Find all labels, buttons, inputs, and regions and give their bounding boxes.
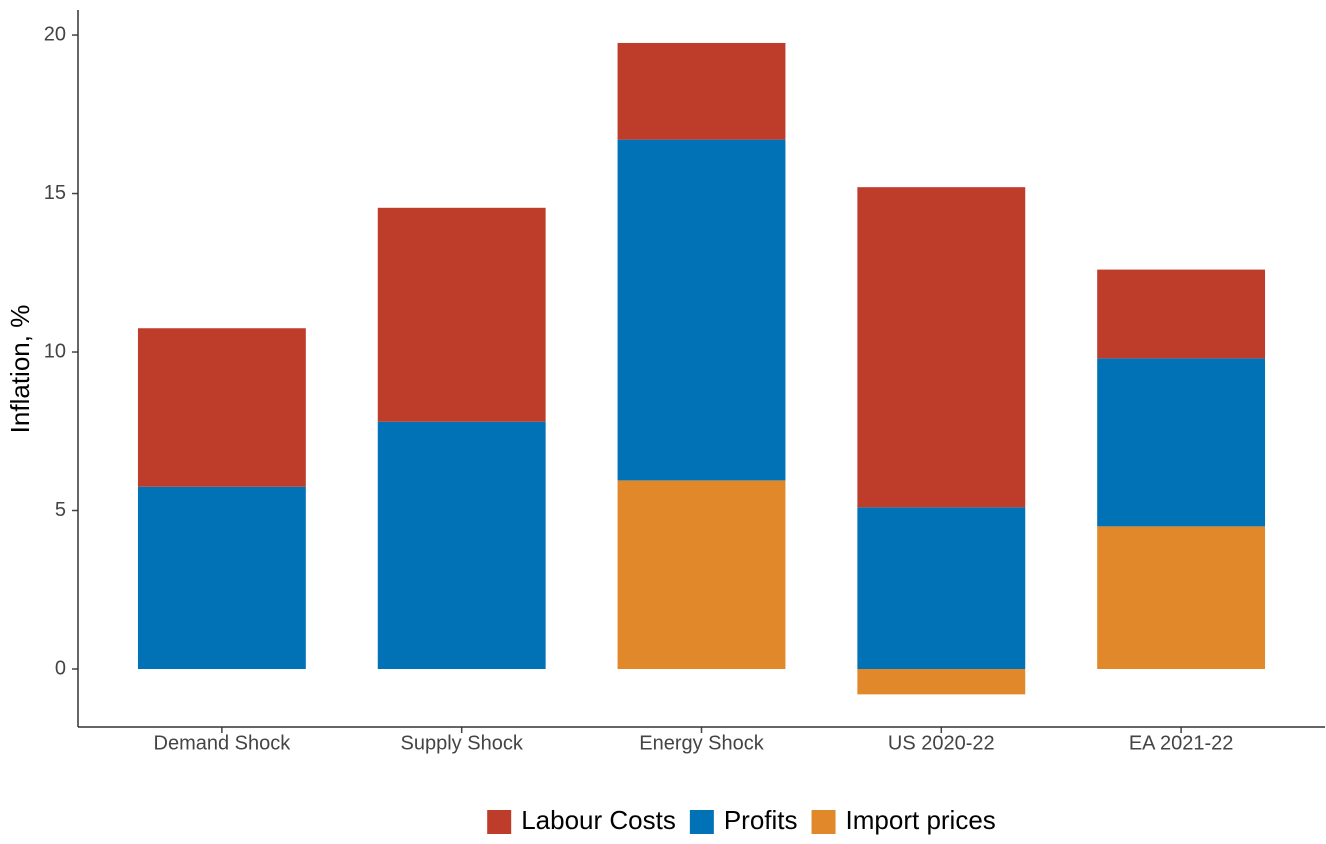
bar-segment	[857, 187, 1026, 508]
bar-segment	[1097, 358, 1266, 527]
legend-swatch	[487, 810, 512, 834]
legend-label: Labour Costs	[521, 805, 676, 835]
bar-segment	[137, 328, 306, 487]
y-tick-label: 0	[55, 657, 66, 679]
bar-segment	[1097, 526, 1266, 669]
bar-segment	[617, 480, 786, 669]
bar-segment	[377, 207, 546, 422]
x-tick-label: Demand Shock	[154, 732, 292, 754]
y-tick-label: 5	[55, 499, 66, 521]
y-tick-label: 10	[44, 340, 66, 362]
bar-segment	[857, 668, 1026, 695]
x-tick-label: Energy Shock	[639, 732, 765, 754]
x-tick-label: EA 2021-22	[1129, 732, 1234, 754]
bar-segment	[1097, 269, 1266, 359]
x-tick-label: Supply Shock	[401, 732, 524, 754]
bar-segment	[617, 139, 786, 481]
y-tick-label: 15	[44, 182, 66, 204]
bar-segment	[617, 42, 786, 140]
legend-swatch	[689, 810, 714, 834]
legend-label: Import prices	[846, 805, 996, 835]
legend-swatch	[811, 810, 836, 834]
bar-segment	[137, 486, 306, 669]
y-tick-label: 20	[44, 23, 66, 45]
bar-segment	[377, 421, 546, 669]
x-tick-label: US 2020-22	[888, 732, 995, 754]
y-axis-label: Inflation, %	[5, 305, 35, 434]
bar-segment	[857, 507, 1026, 669]
legend-label: Profits	[724, 805, 798, 835]
